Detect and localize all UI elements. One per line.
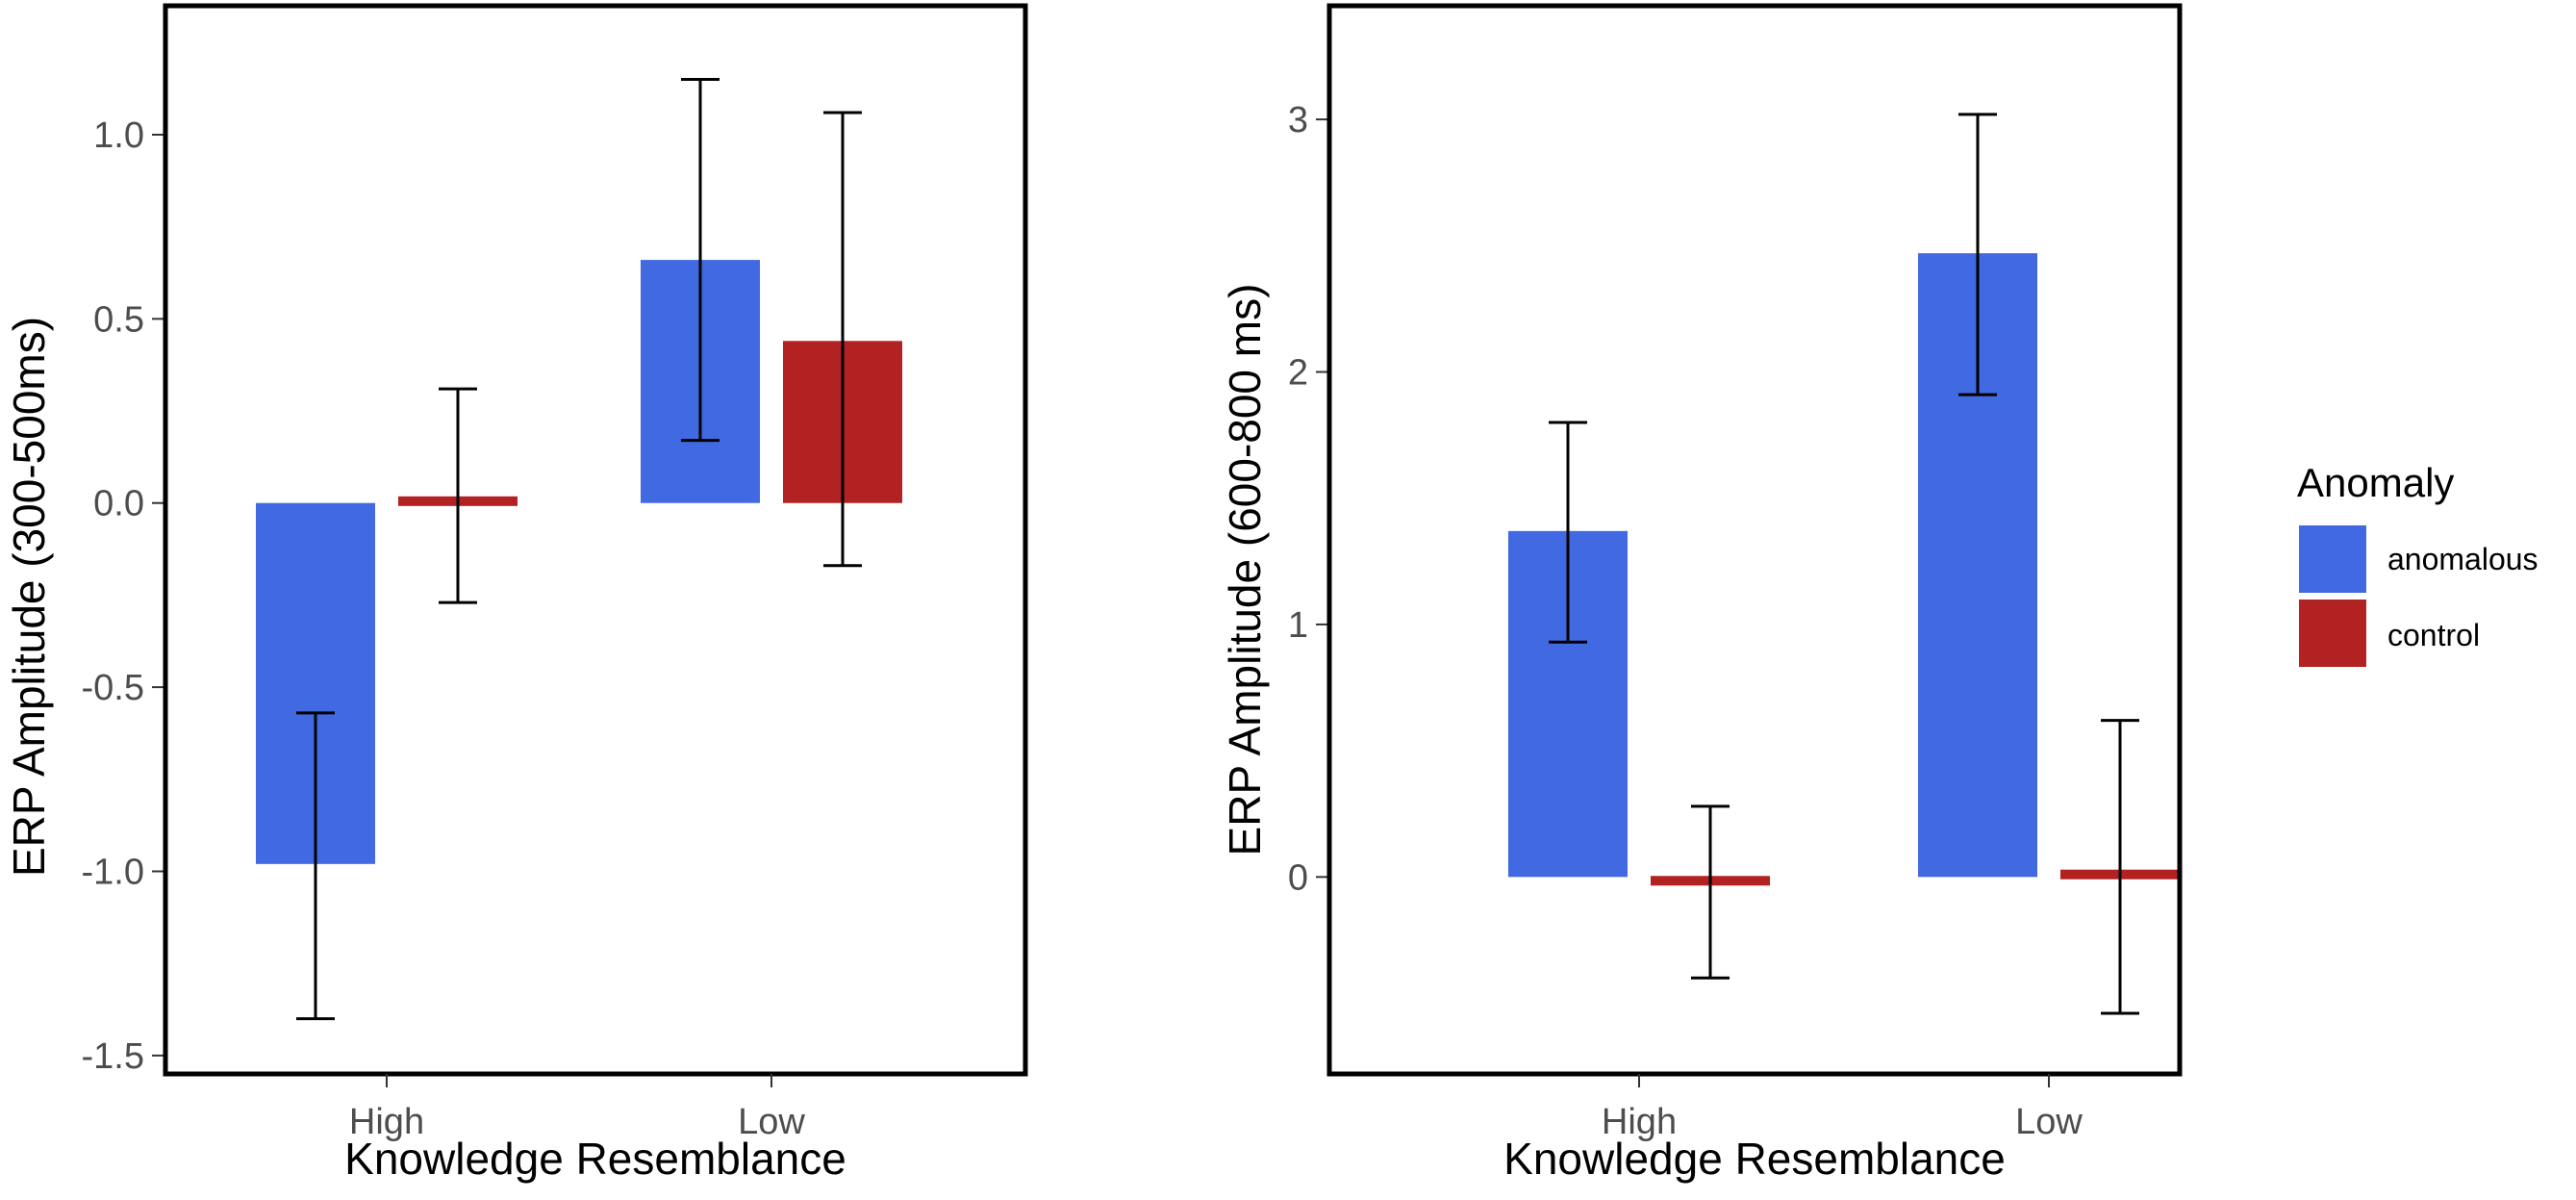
x-tick-label-low: Low <box>738 1102 805 1142</box>
y-tick-label: 2 <box>1288 352 1308 393</box>
y-tick-label: 1.0 <box>93 115 144 156</box>
y-tick-label: 0 <box>1288 857 1308 898</box>
legend-swatch-anomalous <box>2299 525 2366 593</box>
x-axis-title: Knowledge Resemblance <box>1503 1134 2006 1184</box>
y-tick-label: 1 <box>1288 605 1308 646</box>
panel-border <box>163 3 1028 1077</box>
x-axis-title: Knowledge Resemblance <box>344 1134 846 1184</box>
y-tick-label: 0.5 <box>93 299 144 340</box>
legend-title: Anomaly <box>2297 460 2454 505</box>
legend-label-anomalous: anomalous <box>2387 542 2538 576</box>
y-tick-label: 3 <box>1288 100 1308 140</box>
y-axis-title: ERP Amplitude (300-500ms) <box>4 317 54 877</box>
y-tick-label: -1.5 <box>82 1036 144 1077</box>
panel-border <box>1326 3 2183 1077</box>
x-tick-label-high: High <box>1602 1102 1677 1142</box>
y-tick-label: -0.5 <box>82 668 144 708</box>
legend-swatch-control <box>2299 600 2366 667</box>
x-tick-label-high: High <box>349 1102 424 1142</box>
y-tick-label: -1.0 <box>82 852 144 892</box>
legend-label-control: control <box>2387 618 2480 652</box>
y-tick-label: 0.0 <box>93 484 144 524</box>
y-axis-title: ERP Amplitude (600-800 ms) <box>1220 284 1270 856</box>
x-tick-label-low: Low <box>2015 1102 2083 1142</box>
legend: Anomaly anomalous control <box>2297 460 2538 667</box>
